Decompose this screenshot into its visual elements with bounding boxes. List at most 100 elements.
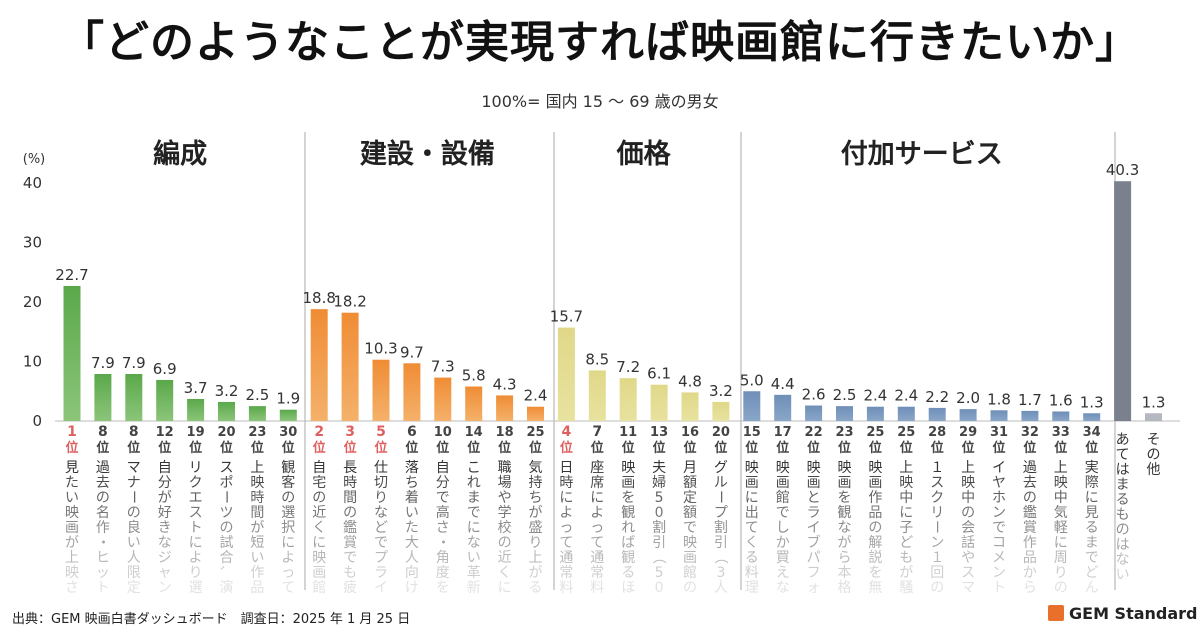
data-label: 7.2 — [616, 358, 640, 376]
category-label-char: 中 — [899, 490, 913, 506]
category-label-char: に — [559, 490, 573, 506]
category-label-char: 人 — [127, 550, 141, 566]
data-label: 2.4 — [524, 387, 548, 405]
chart-subtitle: 100%= 国内 15 ～ 69 歳の男女 — [481, 92, 719, 111]
category-label-char: て — [281, 580, 295, 596]
category-label-char: の — [220, 520, 234, 536]
category-label-char: マ — [961, 580, 975, 596]
category-label-char: 革 — [467, 565, 481, 581]
category-label-char: 自 — [158, 460, 172, 476]
bar — [743, 391, 761, 421]
rank-label: 29 — [959, 425, 977, 440]
category-label-char: 夫 — [652, 460, 666, 476]
category-label-char: い — [467, 550, 481, 566]
category-label-char: 5 — [655, 490, 664, 506]
category-label-char: グ — [714, 460, 728, 476]
rank-label: 6 — [407, 424, 417, 440]
category-label-char: 上 — [1054, 460, 1068, 476]
category-label-char: 高 — [436, 504, 450, 521]
category-label-char: て — [745, 520, 759, 536]
category-label-char: 鑑 — [343, 519, 357, 536]
category-label-char: 長 — [343, 460, 357, 476]
category-label-char: ま — [1085, 535, 1099, 551]
data-label: 3.2 — [709, 382, 733, 400]
data-label: 3.2 — [215, 382, 239, 400]
category-label-char: 観 — [621, 504, 635, 521]
category-label-char: 人 — [405, 550, 419, 566]
rank-suffix: 位 — [714, 440, 727, 456]
category-label-char: 会 — [961, 520, 975, 536]
rank-label: 8 — [129, 424, 139, 440]
rank-suffix: 位 — [374, 440, 387, 456]
category-label-char: で — [992, 520, 1006, 536]
category-label-char: 学 — [498, 505, 512, 521]
data-label: 1.7 — [1018, 391, 1042, 409]
category-label-char: ン — [992, 505, 1006, 521]
rank-label: 25 — [526, 425, 544, 440]
bar — [959, 409, 977, 421]
category-label-char: １ — [930, 550, 944, 566]
category-label-char: ナ — [127, 475, 141, 491]
rank-suffix: 位 — [900, 440, 913, 456]
category-label-char: れ — [621, 520, 635, 536]
group-heading: 付加サービス — [841, 139, 1003, 170]
category-label-char: な — [374, 505, 388, 521]
category-label-char: ら — [1023, 580, 1037, 596]
data-label: 7.3 — [431, 358, 455, 376]
rank-label: 17 — [774, 425, 792, 440]
rank-label: 20 — [712, 425, 730, 440]
category-label-char: 名 — [96, 505, 110, 521]
category-label-char: て — [559, 535, 573, 551]
category-label-char: 映 — [65, 565, 79, 581]
category-label-char: 短 — [250, 535, 264, 551]
category-label-char: 映 — [776, 460, 790, 476]
data-label: 1.9 — [276, 390, 300, 408]
category-label-char: が — [529, 565, 543, 581]
category-label-char: っ — [281, 565, 295, 581]
rank-label: 2 — [314, 424, 324, 440]
category-label-char: 選 — [189, 580, 203, 596]
category-label-char: 画 — [621, 475, 635, 491]
group-heading: 価格 — [616, 139, 672, 170]
category-label-char: っ — [590, 520, 604, 536]
category-label-char: 観 — [838, 504, 852, 521]
bar — [866, 406, 884, 421]
category-label-char: 中 — [961, 490, 975, 506]
bar — [681, 392, 699, 421]
category-label-char: や — [961, 550, 975, 566]
rank-suffix: 位 — [127, 440, 140, 456]
bar — [372, 359, 390, 421]
category-label-char: ャ — [158, 565, 172, 581]
group-heading: 編成 — [153, 138, 207, 170]
category-label-char: 分 — [436, 475, 450, 491]
category-label-char: 画 — [868, 475, 882, 491]
category-label-char: ト — [189, 520, 203, 536]
category-label-char: 館 — [776, 489, 790, 506]
category-label-char: な — [158, 535, 172, 551]
orange-square-icon — [1048, 605, 1064, 621]
category-label-char: の — [1147, 447, 1161, 463]
category-label-char: 品 — [1023, 550, 1037, 566]
category-label-char: ん — [1085, 580, 1099, 596]
data-label: 2.6 — [802, 386, 826, 404]
rank-label: 22 — [805, 425, 823, 440]
category-label-char: （ — [650, 550, 666, 564]
page-title: 「どのようなことが実現すれば映画館に行きたいか」 — [60, 17, 1140, 68]
category-label-char: ッ — [96, 565, 110, 581]
category-label-char: け — [405, 580, 419, 596]
bar — [341, 312, 359, 421]
category-label-char: 映 — [1054, 475, 1068, 491]
data-label: 2.5 — [833, 386, 857, 404]
data-label: 1.3 — [1080, 393, 1104, 411]
category-label-char: の — [281, 490, 295, 506]
category-label-char: 映 — [621, 460, 635, 476]
category-label-char: も — [1116, 507, 1130, 523]
category-label-char: 席 — [590, 475, 604, 491]
category-label-char: る — [745, 550, 759, 566]
category-label-char: 大 — [405, 535, 419, 551]
y-tick-label: 40 — [23, 174, 42, 192]
category-label-char: ー — [218, 490, 234, 504]
category-label-char: 買 — [776, 550, 790, 566]
category-label-char: 観 — [281, 459, 295, 476]
category-label-char: れ — [467, 475, 481, 491]
